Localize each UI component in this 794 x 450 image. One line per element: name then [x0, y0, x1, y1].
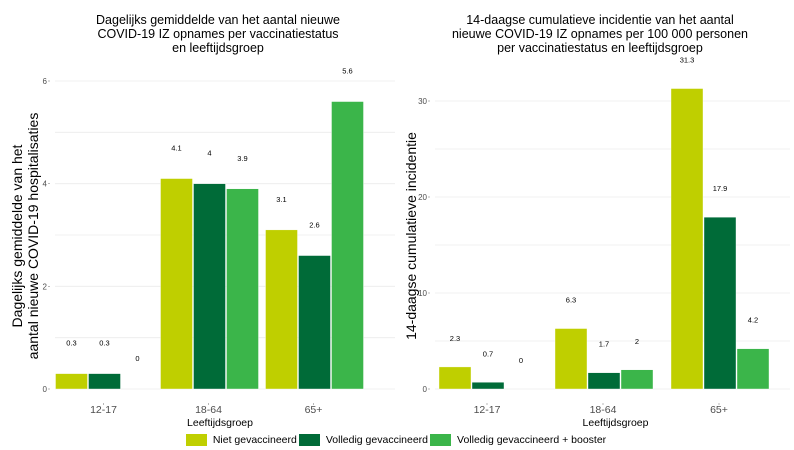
bar: [620, 369, 654, 390]
data-label: 31.3: [680, 56, 695, 65]
legend-label-niet-gevaccineerd: Niet gevaccineerd: [212, 434, 297, 446]
legend-item-niet-gevaccineerd: Niet gevaccineerd: [185, 434, 297, 446]
bar: [703, 216, 737, 390]
bar: [331, 101, 364, 390]
x-tick-label: 65+: [710, 404, 728, 416]
bar: [298, 255, 331, 390]
x-tick-label: 12-17: [90, 404, 117, 416]
data-label: 0: [519, 356, 523, 365]
data-label: 1.7: [599, 340, 609, 349]
bar: [438, 366, 472, 390]
x-axis-label: Leeftijdsgroep: [187, 417, 253, 429]
legend-item-volledig-gevaccineerd: Volledig gevaccineerd: [298, 434, 429, 446]
data-label: 2.6: [309, 221, 319, 230]
data-label: 0: [135, 354, 139, 363]
data-label: 4: [207, 149, 211, 158]
data-label: 6.3: [566, 296, 576, 305]
chart-title-line: 14-daagse cumulatieve incidentie van het…: [466, 13, 734, 27]
bar: [670, 88, 704, 390]
data-label: 2: [635, 337, 639, 346]
legend-item-booster: Volledig gevaccineerd + booster: [430, 434, 606, 446]
y-axis-label: aantal nieuwe COVID-19 hospitalisaties: [25, 113, 41, 360]
y-axis-label: 14-daagse cumulatieve incidentie: [403, 132, 419, 340]
y-tick-label: 0: [423, 385, 428, 394]
y-axis-label: Dagelijks gemiddelde van het: [9, 144, 25, 327]
legend-label-volledig-gevaccineerd: Volledig gevaccineerd: [325, 434, 429, 446]
data-label: 4.1: [171, 144, 181, 153]
data-label: 4.2: [748, 316, 758, 325]
bar: [160, 178, 193, 390]
x-tick-label: 18-64: [590, 404, 617, 416]
y-tick-label: 6: [43, 77, 48, 86]
y-tick-label: 20: [418, 193, 427, 202]
bar: [554, 328, 588, 390]
bar: [265, 229, 298, 390]
data-label: 3.1: [276, 195, 286, 204]
data-label: 0.3: [66, 339, 76, 348]
data-label: 0.7: [483, 349, 493, 358]
y-tick-label: 30: [418, 97, 427, 106]
bar: [193, 183, 226, 390]
data-label: 5.6: [342, 67, 352, 76]
chart-title-line: Dagelijks gemiddelde van het aantal nieu…: [96, 13, 340, 27]
data-label: 0.3: [99, 339, 109, 348]
legend-swatch-volledig-gevaccineerd: [298, 434, 320, 446]
bar: [736, 348, 770, 390]
legend-swatch-niet-gevaccineerd: [185, 434, 207, 446]
y-tick-label: 4: [43, 180, 48, 189]
legend-label-booster: Volledig gevaccineerd + booster: [457, 434, 607, 446]
chart-title-line: per vaccinatiestatus en leeftijdsgroep: [497, 41, 703, 55]
legend: Niet gevaccineerd Volledig gevaccineerd …: [0, 434, 794, 446]
chart-cumulative-incidence: 14-daagse cumulatieve incidentie van het…: [403, 13, 790, 429]
data-label: 3.9: [237, 154, 247, 163]
x-tick-label: 65+: [305, 404, 323, 416]
y-tick-label: 10: [418, 289, 427, 298]
bar: [55, 373, 88, 390]
y-tick-label: 2: [43, 282, 48, 291]
data-label: 2.3: [450, 334, 460, 343]
x-tick-label: 12-17: [474, 404, 501, 416]
legend-swatch-booster: [430, 434, 452, 446]
data-label: 17.9: [713, 184, 728, 193]
chart-title-line: COVID-19 IZ opnames per vaccinatiestatus: [97, 27, 338, 41]
chart-title-line: en leeftijdsgroep: [172, 41, 264, 55]
bar: [226, 188, 259, 390]
chart-daily-average: Dagelijks gemiddelde van het aantal nieu…: [9, 13, 395, 429]
x-axis-label: Leeftijdsgroep: [583, 417, 649, 429]
bar: [587, 372, 621, 390]
chart-title-line: nieuwe COVID-19 IZ opnames per 100 000 p…: [452, 27, 748, 41]
bar: [471, 382, 505, 390]
x-tick-label: 18-64: [195, 404, 222, 416]
bar: [88, 373, 121, 390]
y-tick-label: 0: [43, 385, 48, 394]
